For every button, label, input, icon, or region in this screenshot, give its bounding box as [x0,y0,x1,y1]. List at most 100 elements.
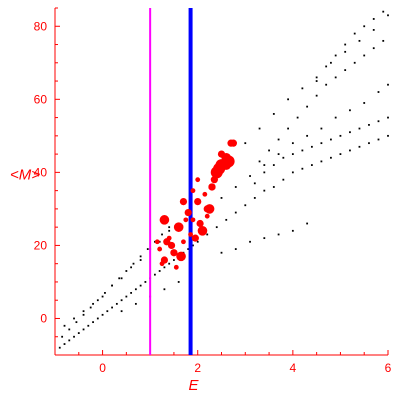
data-point-black [353,32,356,35]
data-point-red [204,213,210,219]
data-point-black [234,248,237,250]
x-tick-label: 4 [290,361,297,375]
data-point-black [330,156,332,159]
data-point-black [104,292,106,294]
data-point-black [315,94,318,97]
data-point-black [339,153,342,156]
data-point-black [315,76,318,79]
data-point-black [358,145,361,148]
data-point-black [177,281,180,283]
data-point-black [387,14,389,17]
data-point-black [291,229,294,232]
data-point-black [258,160,261,163]
y-tick-label: 80 [34,19,48,33]
data-point-black [263,237,266,240]
x-tick-label: 0 [99,361,106,375]
data-point-black [330,61,332,64]
data-point-black [163,266,166,269]
data-point-black [68,328,71,331]
data-point-black [315,80,318,82]
data-point-black [334,76,337,79]
data-point-black [234,186,237,188]
data-point-black [75,321,78,324]
data-point-red [195,177,201,183]
y-axis-title: <M> [10,167,40,184]
data-point-black [161,233,163,236]
data-point-red [221,160,232,170]
y-tick-label: 40 [34,165,48,179]
data-point-black [82,313,85,316]
data-point-black [377,120,380,123]
data-point-black [120,299,123,302]
data-point-black [296,116,299,119]
data-point-black [330,138,332,141]
data-point-black [325,65,328,68]
data-point-black [125,295,128,298]
data-point-black [163,288,166,291]
data-point-black [82,328,85,331]
data-point-black [306,222,309,225]
data-point-black [344,50,347,53]
data-point-black [63,343,66,345]
data-point-black [82,310,85,313]
data-point-black [132,262,135,265]
data-point-black [249,175,251,177]
data-point-black [96,317,99,320]
x-tick-label: 2 [194,361,201,375]
data-point-black [277,153,280,156]
data-point-red [229,139,237,147]
data-point-black [263,189,266,192]
data-point-black [158,270,161,272]
data-point-black [291,142,294,145]
data-point-black [168,229,171,232]
x-axis-title: E [188,377,199,394]
data-point-red [159,261,165,267]
data-point-red [194,197,202,206]
data-point-red [163,238,171,246]
data-point-black [139,255,142,258]
data-point-black [249,240,251,243]
data-point-red [210,176,218,184]
data-point-black [310,164,313,166]
data-point-black [154,273,156,276]
data-point-black [320,127,323,130]
data-point-black [272,164,275,166]
data-point-red [173,264,179,270]
data-point-black [358,127,361,130]
data-point-black [358,39,361,42]
data-point-red [170,249,178,257]
data-point-red [217,150,226,158]
data-point-red [179,197,188,206]
data-point-black [258,127,261,130]
data-point-black [139,259,142,261]
data-point-black [125,270,128,272]
data-point-black [139,284,142,287]
data-point-red [190,188,196,194]
data-point-black [363,102,366,104]
data-point-black [339,134,342,137]
data-point-black [277,233,280,236]
data-point-black [287,127,289,130]
data-point-black [301,87,304,90]
data-point-black [73,317,75,320]
data-point-black [349,149,351,152]
data-point-black [306,134,309,137]
data-point-black [120,310,123,313]
data-point-black [387,83,389,86]
x-tick-label: 6 [385,361,392,375]
data-point-black [377,138,380,141]
data-point-black [349,109,351,112]
data-point-black [101,295,104,298]
data-point-black [291,171,294,174]
data-point-black [192,244,194,247]
data-point-black [272,186,275,188]
data-point-black [196,240,199,243]
data-point-black [253,197,256,199]
data-point-black [92,321,94,324]
data-point-red [154,239,160,245]
data-point-black [334,116,337,119]
y-tick-label: 0 [40,311,47,325]
y-tick-label: 20 [34,238,48,252]
data-point-black [277,138,280,141]
